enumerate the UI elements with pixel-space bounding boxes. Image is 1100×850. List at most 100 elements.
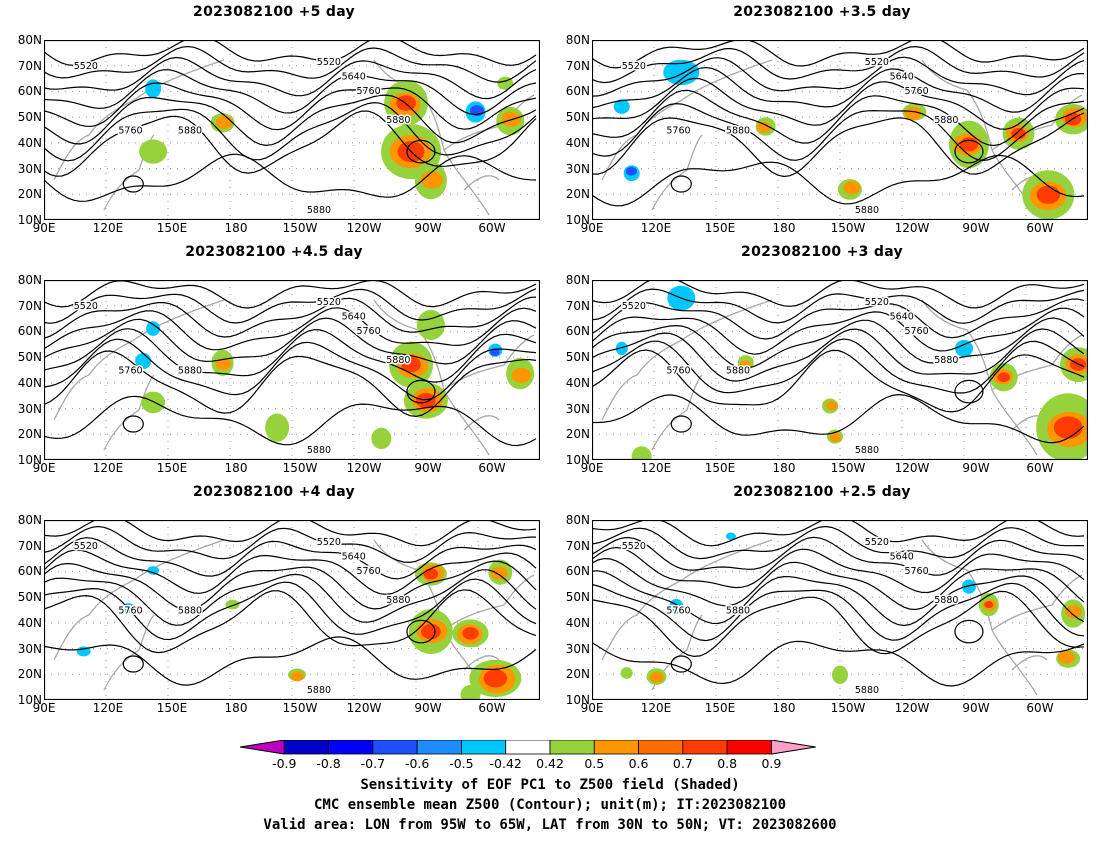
lat-label: 70N <box>565 538 590 553</box>
coastline <box>991 574 1083 631</box>
positive-sensitivity-area <box>371 427 392 450</box>
closed-contour <box>406 619 436 644</box>
colorbar-box <box>372 740 418 755</box>
contour-label: 5880 <box>178 606 202 617</box>
colorbar-tick-label: -0.5 <box>449 756 474 771</box>
lon-label: 90E <box>580 221 604 235</box>
contour-label: 5760 <box>666 606 690 617</box>
closed-contour <box>954 619 984 644</box>
z500-contour <box>44 101 537 162</box>
z500-contour <box>592 280 1085 309</box>
contour-label: 5760 <box>666 366 690 377</box>
z500-contour <box>44 317 537 365</box>
closed-contour <box>122 655 144 673</box>
z500-contour <box>44 578 537 641</box>
contour-label: 5880 <box>726 606 750 617</box>
z500-contour <box>44 288 537 324</box>
lon-label: 150E <box>704 221 736 235</box>
z500-contour <box>44 350 537 418</box>
lat-label: 10N <box>565 693 590 707</box>
positive-sensitivity-area <box>1036 393 1088 460</box>
positive-sensitivity-area <box>460 684 481 700</box>
z500-contour <box>592 393 1085 444</box>
z500-contour <box>592 590 1085 658</box>
lat-label: 30N <box>565 401 590 416</box>
lat-label: 50N <box>17 350 42 365</box>
lon-label: 120W <box>346 221 382 235</box>
panel-title: 2023082100 +4 day <box>193 484 355 500</box>
z500-contour <box>592 338 1085 394</box>
z500-contour <box>44 45 537 83</box>
z500-contour <box>592 317 1085 369</box>
contour-label: 5880 <box>855 445 879 456</box>
lat-label: 50N <box>17 590 42 605</box>
contour-label: 5640 <box>890 312 914 323</box>
panel-title: 2023082100 +2.5 day <box>733 484 911 500</box>
positive-sensitivity-area <box>414 161 447 200</box>
lat-label: 70N <box>17 538 42 553</box>
lat-label: 60N <box>17 84 42 99</box>
panel-title: 2023082100 +5 day <box>193 4 355 20</box>
lat-label: 40N <box>17 375 42 390</box>
z500-contour <box>44 280 537 309</box>
contour-label: 5520 <box>622 301 646 312</box>
colorbar-box <box>726 740 772 755</box>
contour-label: 5520 <box>74 61 98 72</box>
z500-contour <box>592 102 1085 162</box>
contour-label: 5640 <box>342 552 366 563</box>
contour-label: 5760 <box>904 86 928 97</box>
positive-sensitivity-area <box>389 341 434 388</box>
coastline <box>601 299 773 421</box>
panel-5: 2023082100 +4 day <box>0 484 548 719</box>
panel-4: 2023082100 +3 day <box>548 244 1096 479</box>
positive-sensitivity-area <box>265 413 290 442</box>
positive-sensitivity-area <box>211 349 234 376</box>
positive-sensitivity-area <box>737 355 754 371</box>
z500-contour <box>592 298 1085 340</box>
contour-label: 5880 <box>386 595 410 606</box>
panel-3: 2023082100 +4.5 day <box>0 244 548 479</box>
contour-label: 5640 <box>890 552 914 563</box>
z500-contour <box>44 338 537 401</box>
contour-label: 5880 <box>386 355 410 366</box>
lat-label: 70N <box>565 58 590 73</box>
lon-label: 60W <box>1026 221 1054 235</box>
lat-label: 40N <box>17 615 42 630</box>
lon-label: 120W <box>346 461 382 475</box>
contour-label: 5640 <box>890 72 914 83</box>
contour-label: 5760 <box>356 326 380 337</box>
z500-contour <box>592 520 1085 547</box>
coastline <box>373 539 490 696</box>
lat-label: 50N <box>565 350 590 365</box>
lon-label: 150E <box>156 701 188 715</box>
coastline <box>53 539 225 661</box>
lat-label: 30N <box>565 161 590 176</box>
contour-label: 5880 <box>307 205 331 216</box>
lon-label: 120E <box>92 221 124 235</box>
colorbar-tick-label: 0.42 <box>536 756 564 771</box>
lon-label: 90W <box>962 461 990 475</box>
closed-contour <box>670 175 692 193</box>
contour-label: 5760 <box>118 606 142 617</box>
lat-label: 80N <box>17 33 42 47</box>
lon-label: 60W <box>478 701 506 715</box>
lon-label: 180 <box>772 221 796 235</box>
contour-label: 5760 <box>356 566 380 577</box>
z500-contour <box>592 288 1085 324</box>
z500-contour <box>44 153 537 202</box>
z500-contour <box>44 56 537 100</box>
z500-contour <box>44 569 537 626</box>
positive-sensitivity-area <box>506 357 535 390</box>
lat-label: 40N <box>565 375 590 390</box>
lon-label: 180 <box>224 701 248 715</box>
coastline <box>443 574 535 631</box>
lon-label: 150W <box>830 701 866 715</box>
contour-label: 5880 <box>726 126 750 137</box>
negative-sensitivity-area <box>145 79 162 98</box>
lat-label: 60N <box>565 84 590 99</box>
positive-sensitivity-area <box>832 665 848 685</box>
positive-sensitivity-area <box>488 559 513 585</box>
colorbar-tick-label: 0.6 <box>628 756 649 771</box>
contour-label: 5520 <box>74 301 98 312</box>
